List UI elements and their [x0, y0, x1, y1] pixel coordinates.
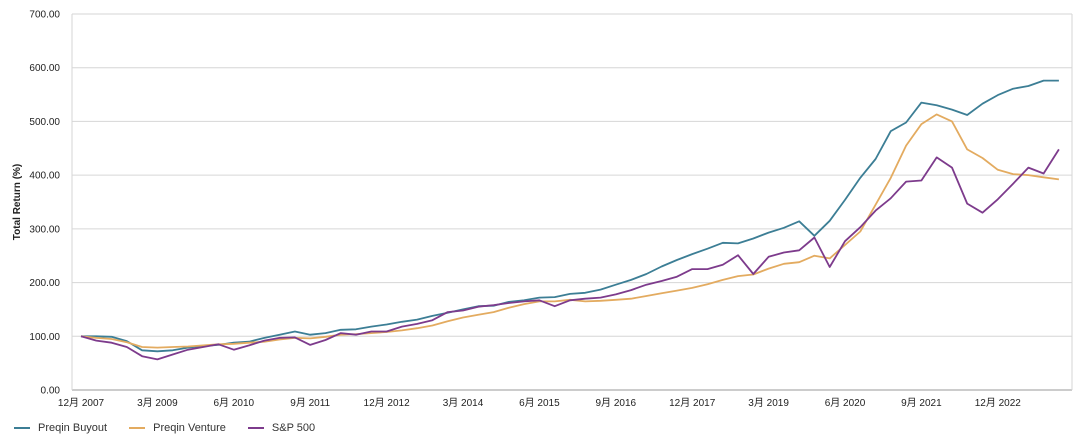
- legend: Preqin Buyout Preqin Venture S&P 500: [14, 422, 315, 434]
- x-tick-label: 6月 2010: [214, 397, 255, 409]
- x-tick-label: 12月 2007: [58, 397, 105, 409]
- legend-swatch-sp500: [247, 427, 264, 429]
- legend-swatch-buyout: [14, 427, 30, 429]
- y-tick-label: 700.00: [29, 10, 60, 21]
- y-tick-label: 500.00: [29, 117, 60, 128]
- x-tick-label: 9月 2016: [596, 397, 637, 409]
- legend-label-venture: Preqin Venture: [153, 422, 226, 434]
- y-tick-label: 200.00: [29, 278, 60, 289]
- x-tick-label: 6月 2015: [519, 397, 560, 409]
- x-tick-label: 12月 2017: [669, 397, 716, 409]
- y-tick-label: 600.00: [29, 63, 60, 74]
- y-axis-ticks: 0.00 100.00 200.00 300.00 400.00 500.00 600.00…: [29, 10, 60, 397]
- x-tick-label: 3月 2009: [137, 397, 178, 409]
- legend-item-sp500[interactable]: S&P 500: [247, 422, 316, 434]
- legend-item-venture[interactable]: Preqin Venture: [129, 422, 226, 434]
- x-tick-label: 3月 2019: [748, 397, 789, 409]
- y-tick-label: 300.00: [29, 224, 60, 235]
- grid-lines: [71, 13, 1073, 391]
- legend-swatch-venture: [129, 427, 146, 429]
- y-tick-label: 0.00: [41, 386, 61, 397]
- y-axis-label: Total Return (%): [12, 164, 23, 240]
- series-line-2: [80, 148, 1060, 361]
- series-line-0: [81, 79, 1059, 353]
- x-axis-ticks: 12月 2007 3月 2009 6月 2010 9月 2011 12月 2012 3月 …: [58, 397, 1021, 409]
- x-tick-label: 3月 2014: [443, 397, 484, 409]
- legend-item-buyout[interactable]: Preqin Buyout: [14, 422, 107, 434]
- y-tick-label: 100.00: [29, 332, 60, 343]
- y-tick-label: 400.00: [29, 171, 60, 182]
- x-tick-label: 12月 2012: [364, 397, 411, 409]
- x-tick-label: 6月 2020: [825, 397, 866, 409]
- legend-label-sp500: S&P 500: [271, 422, 316, 434]
- series-line-1: [80, 113, 1060, 349]
- x-tick-label: 12月 2022: [975, 397, 1022, 409]
- x-tick-label: 9月 2021: [901, 397, 942, 409]
- series-lines: [80, 79, 1060, 361]
- legend-label-buyout: Preqin Buyout: [38, 422, 108, 434]
- x-tick-label: 9月 2011: [290, 397, 330, 409]
